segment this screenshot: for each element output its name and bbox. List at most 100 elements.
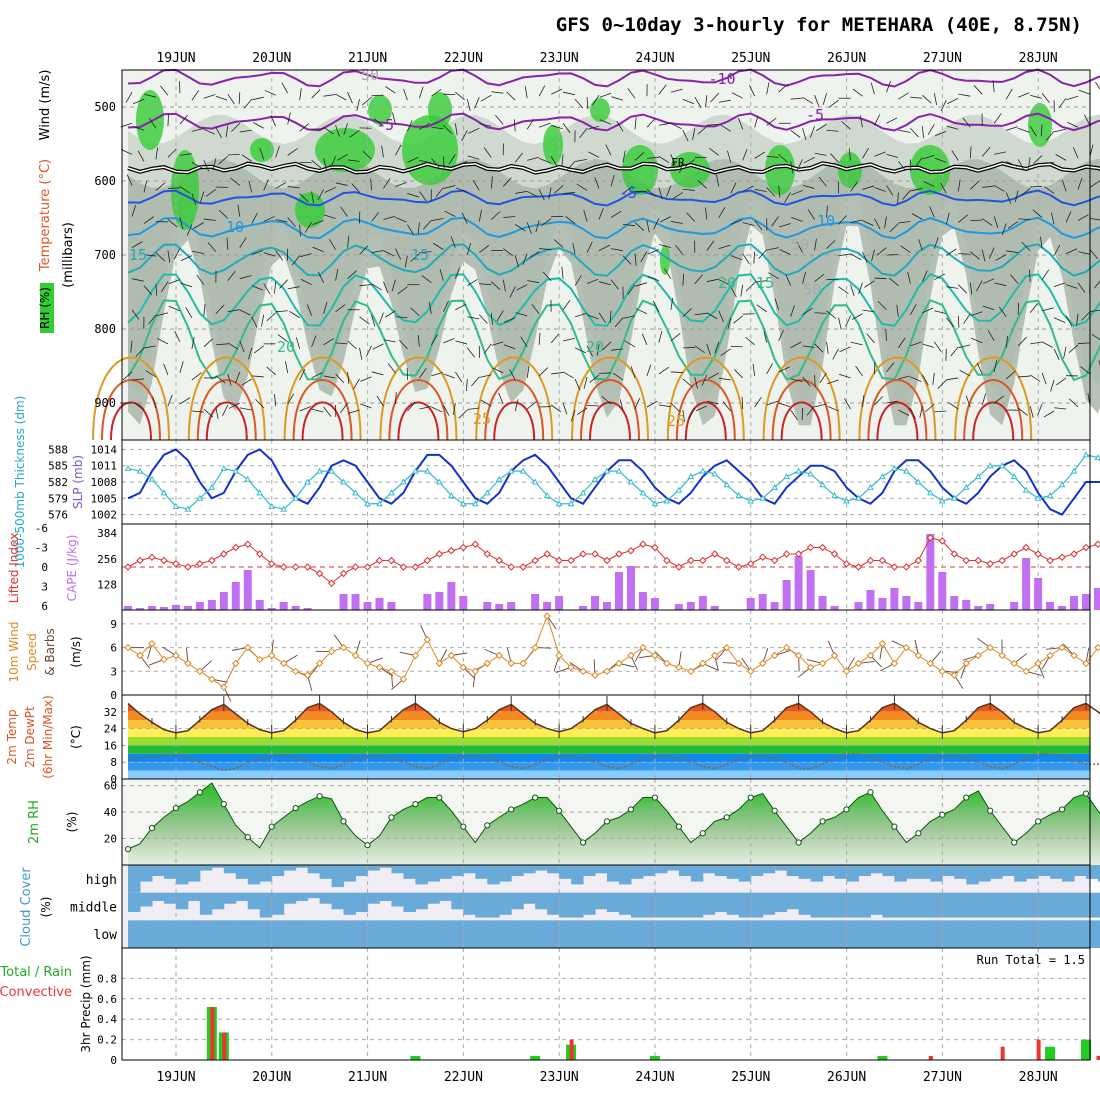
wind-barb <box>378 312 384 325</box>
wind-barb <box>203 128 215 135</box>
thickness-point <box>471 500 479 507</box>
wind-barb <box>266 366 276 376</box>
thickness-point <box>627 478 635 485</box>
rh-point <box>1011 839 1018 846</box>
wind-barb <box>392 112 396 125</box>
bottom-date-axis: 19JUN 20JUN 21JUN 22JUN 23JUN 24JUN 25JUN 26JUN… <box>156 1070 1057 1085</box>
wind-barb <box>515 312 528 317</box>
temp-band <box>128 753 1090 763</box>
wind-barb <box>670 154 676 166</box>
wind-barb <box>395 217 407 223</box>
wind-barb <box>483 147 492 158</box>
wind-barb <box>455 303 467 311</box>
wind-barb <box>768 272 779 280</box>
wind-barb <box>841 120 851 130</box>
wind-speed-point <box>124 643 132 652</box>
moist-blob <box>670 152 710 188</box>
wind-barb <box>410 307 420 317</box>
wind-barb <box>524 86 528 99</box>
wind-barb <box>922 374 929 386</box>
wind-barb-10m <box>462 667 476 679</box>
cloud-high <box>1038 865 1051 877</box>
wind-speed-point <box>579 667 587 676</box>
thickness-point <box>711 470 719 477</box>
wind-barb <box>828 99 839 108</box>
wind-barb <box>886 153 899 158</box>
contour-label: -5 <box>806 106 824 124</box>
wind-barb <box>945 317 955 328</box>
wind-barb <box>461 130 468 142</box>
thickness-point <box>232 467 240 474</box>
wind-barb <box>933 93 938 106</box>
wind-barb <box>1050 379 1055 392</box>
cloud-high <box>223 865 237 874</box>
wind-speed-point <box>220 683 228 691</box>
cloud-high <box>175 865 189 885</box>
thickness-point <box>124 464 132 471</box>
wind-barb <box>266 312 276 322</box>
wind-barb <box>727 150 732 163</box>
wind-barb <box>193 222 205 229</box>
li-point <box>124 563 132 571</box>
wind-barb <box>670 402 680 412</box>
li-point <box>543 550 551 558</box>
thickness-point <box>675 486 683 493</box>
cloud-low <box>894 920 907 948</box>
wind-barb <box>634 397 641 410</box>
li-point <box>890 563 899 571</box>
cape-bar <box>818 596 827 610</box>
wind-barb <box>658 156 670 164</box>
li-point <box>339 569 348 578</box>
wind-barb <box>806 405 815 416</box>
thickness-point <box>412 467 419 474</box>
cloud-high <box>415 865 428 885</box>
cloud-low <box>738 920 752 948</box>
cloud-middle <box>918 892 931 918</box>
li-point <box>459 543 468 552</box>
wind-barb <box>323 338 334 346</box>
wind-barb <box>1058 97 1067 109</box>
li-tick: 3 <box>41 581 48 594</box>
wind-speed-point <box>543 612 551 620</box>
wind-barb <box>1065 211 1072 223</box>
wind-barb <box>215 343 228 346</box>
wind-barb <box>1030 94 1042 99</box>
wind-barb <box>710 92 720 103</box>
wind-barb <box>514 152 523 163</box>
wind-barb <box>1021 241 1031 251</box>
wind-barb <box>921 270 928 282</box>
cloud-low <box>583 920 596 948</box>
wind-speed-point <box>735 659 743 668</box>
thickness-tick: 585 <box>48 460 68 473</box>
wind-barb <box>251 316 258 328</box>
wind-barb <box>682 98 695 105</box>
wind-barb <box>550 156 558 167</box>
rh-axis-title: RH (%) <box>38 287 52 329</box>
wind-barb <box>466 378 468 391</box>
wind-barb <box>287 393 295 405</box>
cloud-high <box>654 865 668 874</box>
wind-barb <box>259 147 265 160</box>
wind-barb <box>976 362 983 375</box>
cloud-low <box>271 920 285 948</box>
wind-barb <box>191 336 195 349</box>
cloud-unit: (%) <box>39 897 53 918</box>
temp-axis-title: 2m Temp <box>5 709 19 764</box>
wind-barb <box>921 126 925 139</box>
slp-axis-title: SLP (mb) <box>71 455 85 509</box>
wind-barb <box>802 271 806 284</box>
wind-barb <box>958 344 971 349</box>
wind-barb <box>850 284 855 297</box>
li-point <box>902 563 911 571</box>
li-point <box>387 556 396 565</box>
thickness-point <box>424 467 431 474</box>
wind-barb <box>864 280 875 288</box>
li-point <box>998 556 1006 565</box>
cloud-low <box>559 920 572 948</box>
wind-barb <box>215 406 219 419</box>
cloud-high <box>475 865 488 879</box>
wind-speed-point <box>938 667 947 676</box>
li-point <box>267 560 276 568</box>
wind-barb <box>574 347 587 354</box>
